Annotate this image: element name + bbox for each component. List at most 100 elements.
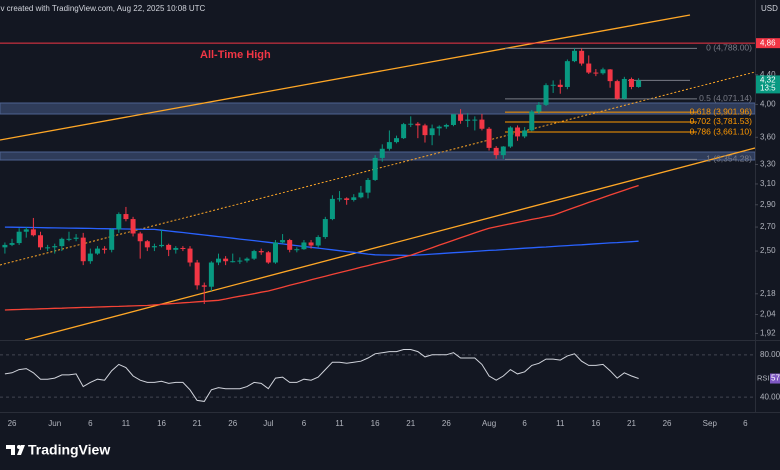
x-tick-label: 26 — [228, 419, 237, 428]
currency: USD — [761, 4, 778, 13]
y-tick-label: 1,92 — [760, 329, 776, 338]
x-tick-label: 16 — [371, 419, 380, 428]
fib-label: 0.618 (3,901.96) — [690, 106, 753, 116]
candle-body — [507, 127, 513, 147]
candle-body — [614, 81, 620, 99]
candle-body — [557, 84, 563, 87]
candle-body — [2, 244, 8, 248]
x-tick-label: Jul — [263, 419, 273, 428]
candle-body — [458, 114, 464, 121]
last-price-bg — [756, 75, 780, 94]
candle-body — [87, 253, 93, 262]
candle-body — [94, 248, 100, 254]
ath-label-bg — [756, 38, 780, 49]
candle-body — [379, 148, 385, 158]
candle-body — [365, 179, 371, 193]
candle-body — [394, 138, 399, 143]
rsi-tick-label: 80.00 — [760, 350, 780, 359]
candle-body — [344, 198, 350, 200]
candle-body — [401, 124, 407, 139]
candle-body — [329, 198, 335, 220]
candle-body — [572, 50, 577, 62]
candle-body — [429, 128, 435, 136]
fib-label: 0.786 (3,661.10) — [690, 126, 753, 136]
channel-upper — [0, 14, 691, 141]
candle-body — [251, 251, 257, 259]
x-tick-label: 6 — [88, 419, 93, 428]
candle-body — [173, 247, 179, 250]
candle-body — [280, 240, 286, 243]
candle-body — [628, 78, 634, 87]
x-tick-label: 21 — [406, 419, 415, 428]
logo-dot — [17, 445, 21, 449]
candle-body — [450, 114, 456, 125]
candle-body — [308, 242, 314, 246]
candle-body — [422, 125, 428, 136]
x-tick-label: 11 — [556, 419, 565, 428]
x-tick-label: 11 — [335, 419, 344, 428]
x-tick-label: 16 — [157, 419, 166, 428]
fib-label: 0.5 (4,071.14) — [699, 93, 752, 103]
candle-body — [258, 251, 264, 253]
countdown: 13:5 — [760, 84, 776, 93]
candle-body — [187, 248, 193, 263]
channel-lower — [24, 147, 756, 341]
annotation: All-Time High — [200, 49, 271, 61]
y-tick-label: 3,60 — [760, 132, 776, 141]
candle-body — [600, 69, 606, 74]
fib-label: 0.702 (3,781.53) — [690, 116, 753, 126]
x-tick-label: 6 — [743, 419, 748, 428]
candle-body — [123, 214, 129, 220]
candle-body — [9, 243, 15, 245]
y-tick-label: 2,90 — [760, 200, 776, 209]
y-tick-label: 2,18 — [760, 289, 776, 298]
candle-body — [66, 238, 72, 240]
candle-body — [73, 237, 79, 239]
candle-body — [109, 229, 115, 250]
candle-body — [408, 123, 414, 125]
candle-body — [151, 246, 157, 248]
candle-body — [287, 240, 293, 250]
logo-text: TradingView — [28, 442, 110, 458]
ath-label: 4,86 — [760, 38, 776, 47]
candle-body — [208, 262, 214, 287]
y-tick-label: 4,00 — [760, 100, 776, 109]
y-tick-label: 3,30 — [760, 160, 776, 169]
candle-body — [564, 61, 570, 87]
rsi-tick-label: 40.00 — [760, 392, 780, 401]
rsi-value-bg — [770, 373, 780, 384]
candle-body — [159, 244, 165, 247]
fib-label: 0 (4,788.00) — [706, 43, 752, 53]
candle-body — [358, 192, 364, 198]
candle-body — [265, 252, 271, 263]
candle-body — [386, 142, 392, 149]
candle-body — [237, 260, 243, 262]
candle-body — [415, 123, 421, 126]
x-tick-label: 26 — [8, 419, 17, 428]
candle-body — [550, 84, 556, 86]
candle-body — [621, 78, 627, 99]
x-tick-label: 21 — [627, 419, 636, 428]
candle-body — [479, 119, 485, 129]
candle-body — [272, 242, 278, 263]
x-tick-label: 11 — [122, 419, 131, 428]
candle-body — [522, 130, 528, 137]
candle-body — [59, 238, 65, 247]
candle-body — [301, 242, 307, 250]
candle-body — [52, 246, 58, 248]
candle-body — [216, 258, 221, 263]
y-tick-label: 3,10 — [760, 179, 776, 188]
header: nv created with TradingView.com, Aug 22,… — [0, 4, 206, 13]
candle-body — [322, 219, 328, 238]
candle-body — [493, 147, 499, 156]
x-tick-label: Aug — [482, 419, 496, 428]
candle-body — [593, 72, 599, 74]
rsi-name: RSI — [757, 374, 770, 383]
candle-body — [23, 229, 29, 232]
candle-body — [543, 85, 549, 105]
candle-body — [230, 261, 236, 263]
price-axis-bg — [756, 0, 780, 412]
candle-body — [443, 124, 449, 127]
logo: TradingView — [6, 442, 110, 458]
